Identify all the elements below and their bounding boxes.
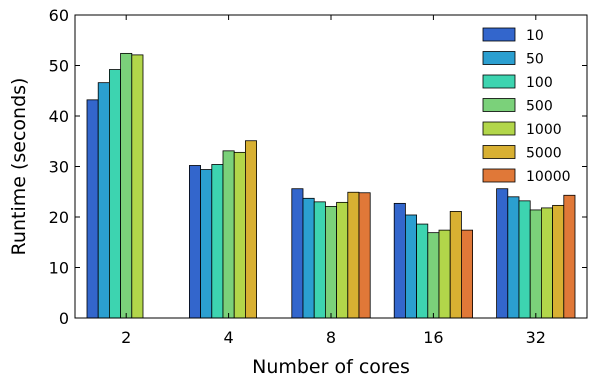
bar-32-cores-5000 <box>552 204 565 319</box>
ticks-layer: 0 10 20 30 40 50 60 2 4 8 16 32 <box>49 6 587 347</box>
y-axis-label: Runtime (seconds) <box>8 78 30 256</box>
legend-swatch-100 <box>482 74 516 89</box>
bar-4-cores-500 <box>222 150 235 319</box>
x-axis-label: Number of cores <box>252 356 410 378</box>
bar-16-cores-100 <box>416 223 429 319</box>
bar-4-cores-10 <box>188 165 201 319</box>
y-tick-label: 40 <box>49 107 69 126</box>
x-tick-label: 16 <box>423 328 443 347</box>
bar-8-cores-10 <box>291 188 304 319</box>
x-tick-label: 4 <box>224 328 234 347</box>
y-tick-label: 10 <box>49 259 69 278</box>
bar-4-cores-100 <box>211 164 224 319</box>
bar-32-cores-10000 <box>563 194 576 319</box>
legend-swatch-1000 <box>482 121 516 136</box>
bar-8-cores-500 <box>324 205 337 319</box>
y-tick-label: 20 <box>49 208 69 227</box>
bar-2-cores-1000 <box>131 54 144 319</box>
bar-32-cores-1000 <box>541 207 554 319</box>
bar-2-cores-50 <box>97 82 110 319</box>
y-tick-label: 60 <box>49 6 69 25</box>
x-tick-label: 2 <box>121 328 131 347</box>
x-tick-label: 32 <box>526 328 546 347</box>
bar-32-cores-50 <box>507 196 520 319</box>
legend-label-1000: 1000 <box>526 122 562 138</box>
bar-16-cores-5000 <box>449 211 462 319</box>
legend-label-10: 10 <box>526 28 544 44</box>
bar-16-cores-10000 <box>460 229 473 319</box>
legend-label-5000: 5000 <box>526 146 562 162</box>
legend-label-10000: 10000 <box>526 169 571 185</box>
legend-label-500: 500 <box>526 99 553 115</box>
bar-8-cores-10000 <box>358 192 371 319</box>
bar-16-cores-50 <box>404 214 417 319</box>
bar-4-cores-1000 <box>233 151 246 319</box>
bar-8-cores-5000 <box>347 191 360 319</box>
bar-4-cores-50 <box>200 169 213 319</box>
bar-32-cores-10 <box>496 188 509 319</box>
bar-2-cores-100 <box>109 69 122 319</box>
legend-swatch-10 <box>482 27 516 42</box>
y-tick-label: 30 <box>49 158 69 177</box>
y-tick-label: 0 <box>59 309 69 328</box>
bar-2-cores-10 <box>86 99 99 319</box>
bar-16-cores-10 <box>393 202 406 319</box>
bar-32-cores-100 <box>518 200 531 319</box>
bar-2-cores-500 <box>120 52 133 319</box>
legend-swatch-50 <box>482 51 516 65</box>
legend-swatch-10000 <box>482 168 516 183</box>
bar-16-cores-1000 <box>438 229 451 319</box>
y-tick-label: 50 <box>49 57 69 76</box>
legend-label-100: 100 <box>526 75 553 91</box>
bar-4-cores-5000 <box>244 140 257 319</box>
x-tick-label: 8 <box>326 328 336 347</box>
bars-layer <box>86 52 576 319</box>
legend-label-50: 50 <box>526 52 544 68</box>
bar-8-cores-100 <box>313 201 326 319</box>
bar-32-cores-500 <box>529 209 542 319</box>
legend-swatch-5000 <box>482 145 516 159</box>
bar-8-cores-50 <box>302 197 315 319</box>
legend-swatch-500 <box>482 98 516 112</box>
bar-16-cores-500 <box>427 232 440 319</box>
bar-8-cores-1000 <box>336 201 349 319</box>
legend: 10 50 100 500 1000 5000 10000 <box>482 27 571 185</box>
